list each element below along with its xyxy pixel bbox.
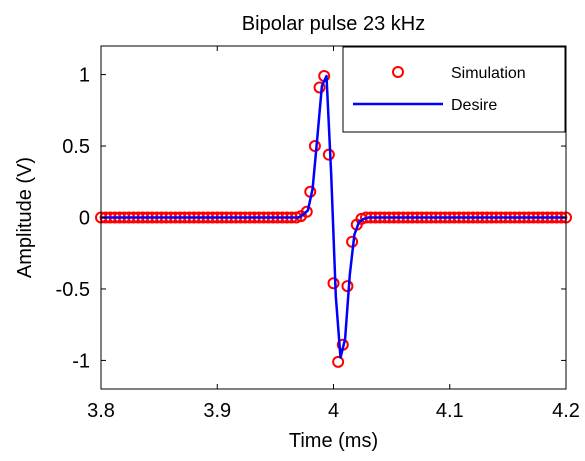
simulation-point	[341, 280, 354, 293]
y-tick-label: 1	[79, 65, 90, 87]
simulation-point	[327, 277, 340, 290]
desire-line	[101, 74, 566, 359]
chart-title: Bipolar pulse 23 kHz	[242, 13, 425, 35]
y-tick-label: 0.5	[62, 136, 90, 158]
legend: Simulation Desire	[342, 46, 566, 133]
x-tick-label: 4.2	[552, 400, 580, 422]
simulation-point	[313, 81, 326, 94]
legend-simulation-marker	[392, 66, 404, 78]
y-tick-label: 0	[79, 208, 90, 230]
x-tick-label: 4.1	[436, 400, 464, 422]
x-tick-label: 3.9	[203, 400, 231, 422]
simulation-point	[300, 205, 313, 218]
x-axis-label: Time (ms)	[289, 430, 378, 452]
y-axis-label: Amplitude (V)	[14, 157, 36, 278]
simulation-point	[308, 140, 321, 153]
x-tick-label: 4	[328, 400, 339, 422]
series-layer	[95, 70, 572, 368]
legend-box	[342, 46, 566, 133]
y-tick-label: -1	[72, 350, 90, 372]
y-tick-label: -0.5	[56, 279, 90, 301]
legend-label: Desire	[451, 97, 497, 114]
legend-label: Simulation	[451, 65, 526, 82]
simulation-point	[332, 355, 345, 368]
tick-layer: 3.8 3.9 4 4.1 4.2 -1 -0.5 0 0.5 1	[56, 46, 580, 422]
x-tick-label: 3.8	[87, 400, 115, 422]
